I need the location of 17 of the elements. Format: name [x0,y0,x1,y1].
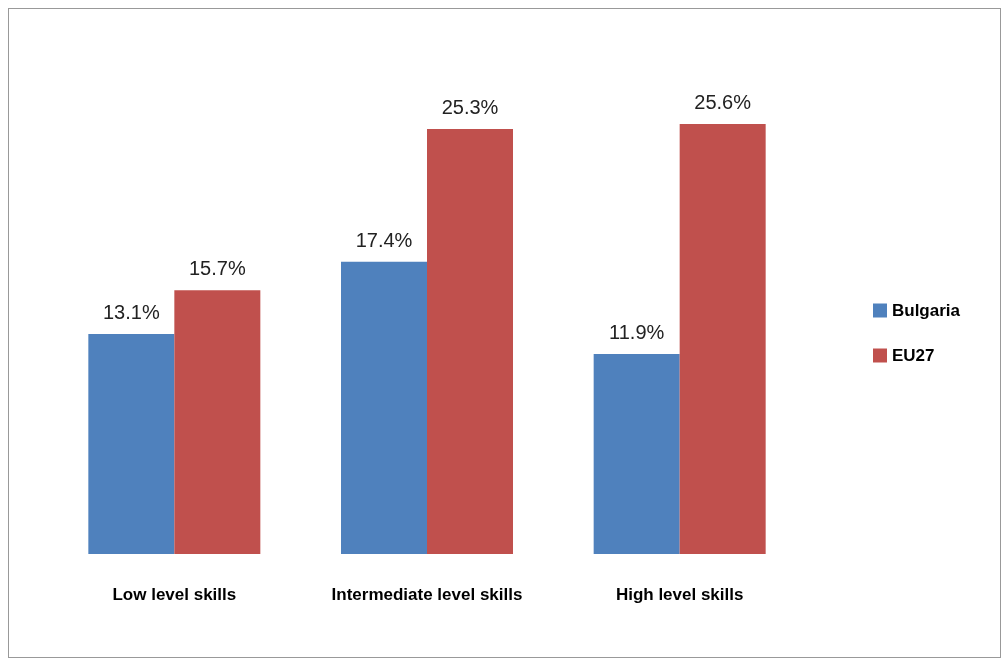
legend-label: EU27 [891,346,935,365]
data-label: 13.1% [102,300,160,323]
data-label: 17.4% [355,228,413,251]
bar [88,333,175,554]
data-label: 25.6% [694,90,752,113]
bar [427,128,513,554]
legend-label: Bulgaria [891,301,961,320]
data-label: 25.3% [441,95,499,118]
data-label: 11.9% [609,321,665,344]
data-label: 15.7% [188,257,246,280]
x-tick-label: Intermediate level skills [331,585,523,604]
bar [679,123,766,554]
x-tick-label: High level skills [615,585,744,604]
x-tick-label: Low level skills [112,585,237,604]
bar [174,290,261,554]
bar [593,354,680,554]
bar [341,261,427,554]
